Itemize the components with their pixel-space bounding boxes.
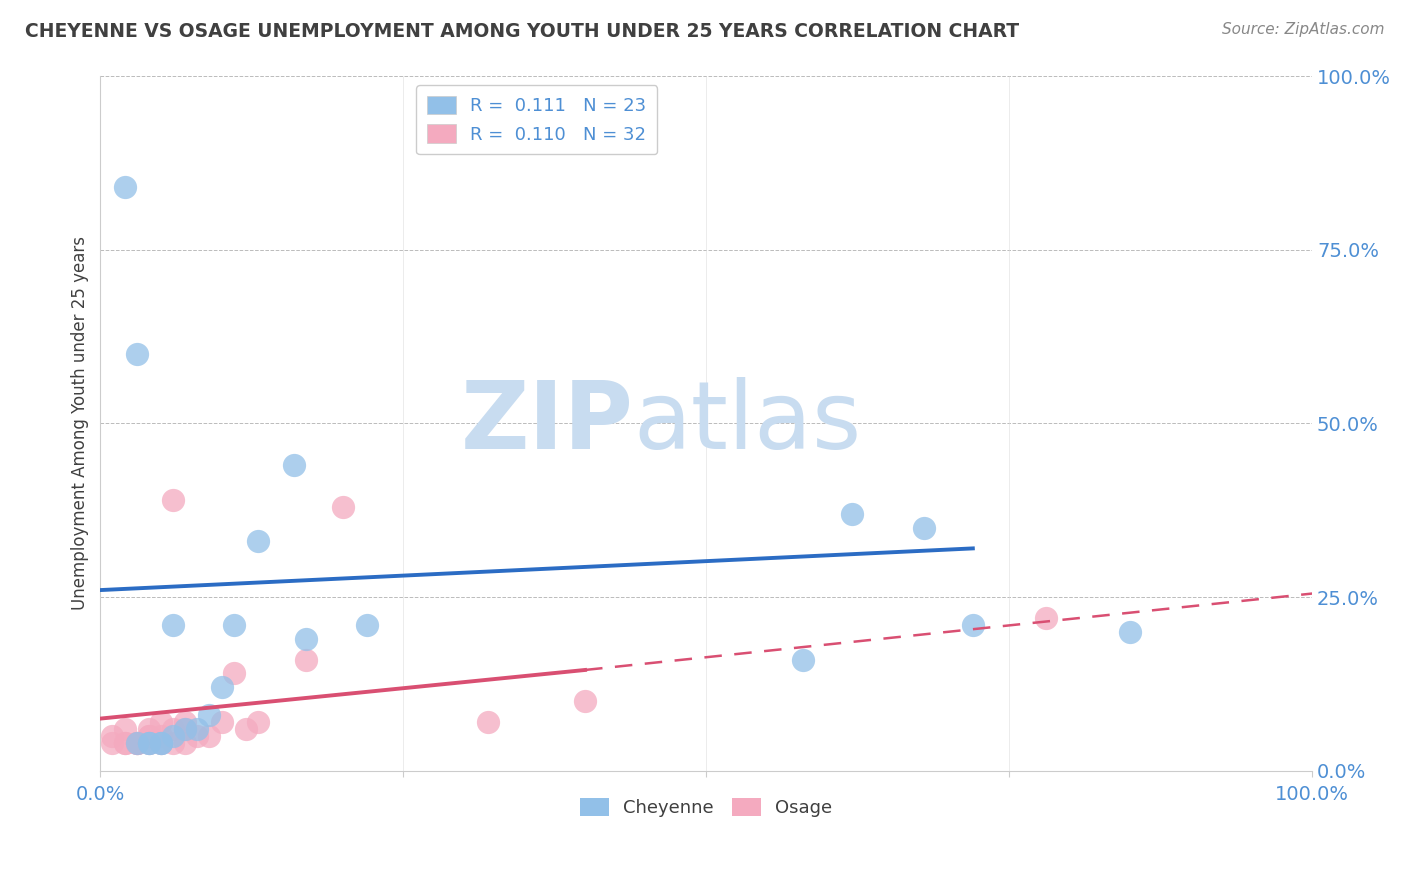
Point — [162, 736, 184, 750]
Point — [295, 632, 318, 646]
Point — [138, 736, 160, 750]
Text: atlas: atlas — [634, 377, 862, 469]
Point — [211, 681, 233, 695]
Point — [174, 722, 197, 736]
Point — [198, 708, 221, 723]
Point — [149, 736, 172, 750]
Point — [186, 729, 208, 743]
Point — [162, 492, 184, 507]
Point — [332, 500, 354, 514]
Point — [138, 729, 160, 743]
Point — [222, 617, 245, 632]
Point — [246, 534, 269, 549]
Point — [574, 694, 596, 708]
Point — [174, 714, 197, 729]
Point — [1119, 624, 1142, 639]
Point — [125, 736, 148, 750]
Point — [198, 729, 221, 743]
Point — [295, 652, 318, 666]
Point — [962, 617, 984, 632]
Point — [1035, 611, 1057, 625]
Point — [222, 666, 245, 681]
Point — [138, 736, 160, 750]
Point — [149, 736, 172, 750]
Point — [138, 736, 160, 750]
Point — [125, 347, 148, 361]
Point — [477, 714, 499, 729]
Point — [101, 729, 124, 743]
Point — [114, 722, 136, 736]
Point — [841, 507, 863, 521]
Point — [149, 729, 172, 743]
Point — [114, 736, 136, 750]
Point — [162, 722, 184, 736]
Point — [186, 722, 208, 736]
Point — [356, 617, 378, 632]
Text: ZIP: ZIP — [461, 377, 634, 469]
Point — [125, 736, 148, 750]
Point — [174, 722, 197, 736]
Point — [912, 520, 935, 534]
Point — [162, 617, 184, 632]
Point — [149, 736, 172, 750]
Legend: Cheyenne, Osage: Cheyenne, Osage — [572, 790, 839, 824]
Point — [125, 736, 148, 750]
Point — [211, 714, 233, 729]
Point — [174, 736, 197, 750]
Point — [101, 736, 124, 750]
Point — [235, 722, 257, 736]
Text: CHEYENNE VS OSAGE UNEMPLOYMENT AMONG YOUTH UNDER 25 YEARS CORRELATION CHART: CHEYENNE VS OSAGE UNEMPLOYMENT AMONG YOU… — [25, 22, 1019, 41]
Point — [114, 736, 136, 750]
Point — [114, 180, 136, 194]
Point — [162, 729, 184, 743]
Point — [125, 736, 148, 750]
Point — [283, 458, 305, 472]
Point — [138, 722, 160, 736]
Point — [792, 652, 814, 666]
Text: Source: ZipAtlas.com: Source: ZipAtlas.com — [1222, 22, 1385, 37]
Point — [246, 714, 269, 729]
Point — [149, 714, 172, 729]
Point — [138, 729, 160, 743]
Y-axis label: Unemployment Among Youth under 25 years: Unemployment Among Youth under 25 years — [72, 236, 89, 610]
